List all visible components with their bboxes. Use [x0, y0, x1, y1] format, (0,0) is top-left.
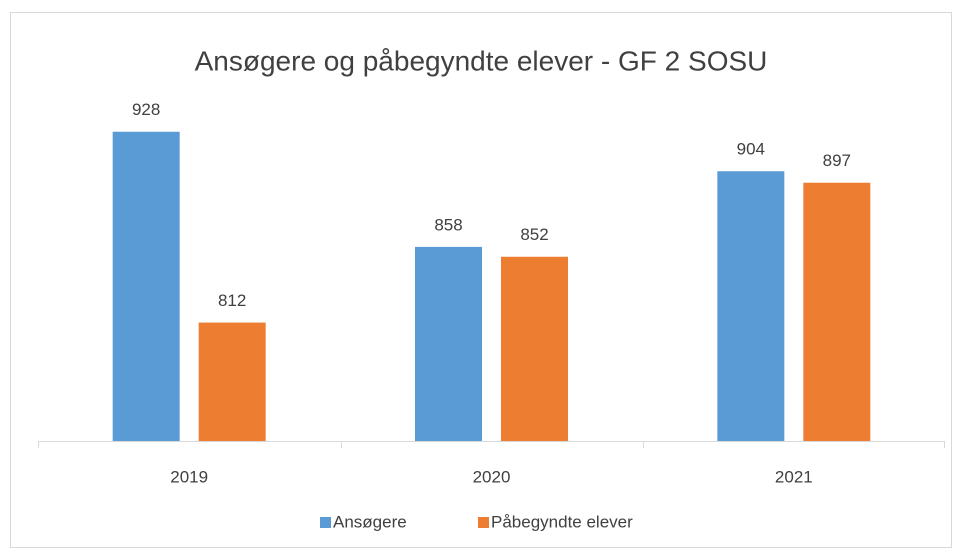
x-axis-ticks: [38, 441, 945, 448]
x-tick-label: 2021: [775, 467, 813, 486]
data-label: 928: [132, 100, 160, 119]
bar: [501, 256, 568, 441]
data-label: 858: [434, 215, 462, 234]
bar: [198, 322, 266, 441]
bar: [112, 131, 180, 442]
bar: [415, 246, 482, 441]
data-label: 812: [218, 291, 246, 310]
bar: [803, 182, 871, 442]
x-tick-label: 2020: [473, 467, 511, 486]
legend-swatch: [320, 517, 331, 528]
data-label: 904: [737, 140, 765, 159]
bar: [717, 171, 785, 441]
x-tick-label: 2019: [170, 467, 208, 486]
legend-label: Ansøgere: [333, 512, 407, 531]
chart-title: Ansøgere og påbegyndte elever - GF 2 SOS…: [195, 45, 768, 76]
legend-label: Påbegyndte elever: [491, 512, 633, 531]
data-label: 852: [520, 225, 548, 244]
legend-swatch: [478, 517, 489, 528]
data-label: 897: [823, 151, 851, 170]
